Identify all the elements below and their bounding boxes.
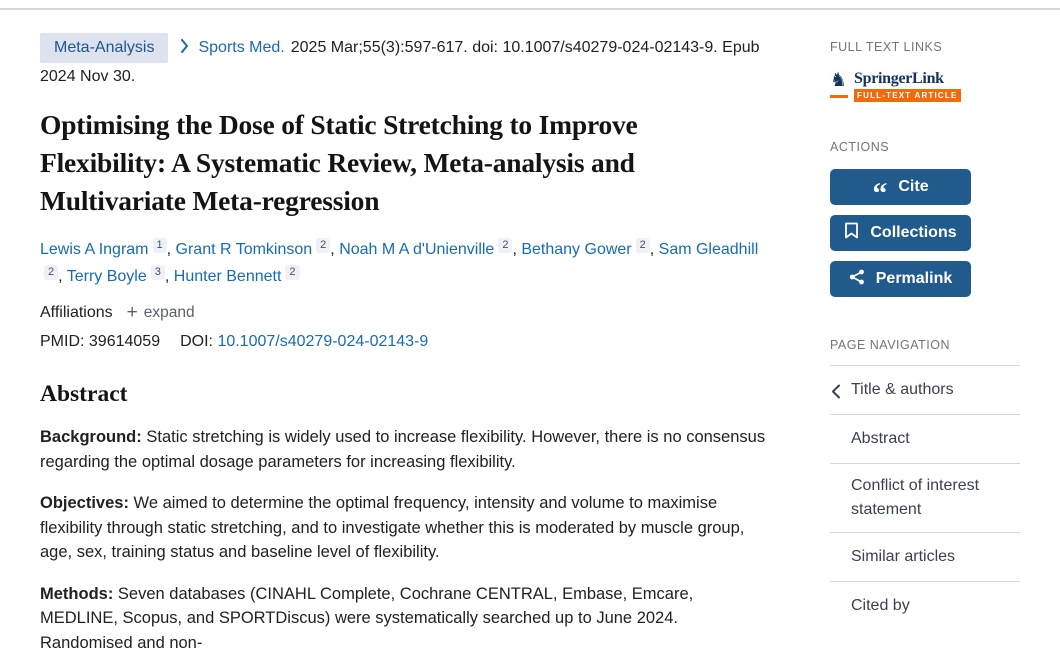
full-text-links-label: FULL TEXT LINKS: [830, 40, 1020, 54]
bookmark-icon: [844, 222, 859, 244]
doi-group: DOI: 10.1007/s40279-024-02143-9: [180, 333, 428, 350]
springerlink-full-text-button[interactable]: ♞ SpringerLink FULL-TEXT ARTICLE: [830, 70, 940, 102]
permalink-button-label: Permalink: [876, 270, 952, 288]
affiliations-row: Affiliations + expand: [40, 303, 770, 322]
paragraph-label: Objectives:: [40, 494, 129, 512]
author-link[interactable]: Bethany Gower: [521, 241, 631, 258]
pmid-value: 39614059: [89, 333, 160, 350]
author-link[interactable]: Lewis A Ingram: [40, 241, 149, 258]
header-bottom-border: [0, 8, 1060, 10]
nav-item-label: Title & authors: [851, 381, 954, 398]
affiliation-sup-link[interactable]: 2: [636, 238, 650, 253]
chevron-left-icon: [831, 383, 841, 407]
affiliation-sup-link[interactable]: 2: [285, 265, 299, 280]
page-navigation-list: Title & authors Abstract Conflict of int…: [830, 365, 1020, 630]
journal-link[interactable]: Sports Med.: [198, 39, 284, 56]
nav-item-label: Abstract: [851, 430, 910, 447]
affiliation-sup-link[interactable]: 1: [153, 238, 167, 253]
expand-affiliations-button[interactable]: + expand: [127, 303, 195, 322]
author-link[interactable]: Hunter Bennett: [174, 268, 282, 285]
springer-wordmark: SpringerLink: [854, 70, 961, 88]
quote-icon: “: [872, 189, 887, 199]
collections-button[interactable]: Collections: [830, 215, 971, 251]
author-link[interactable]: Noah M A d'Unienville: [339, 241, 494, 258]
nav-item-cited-by[interactable]: Cited by: [830, 581, 1020, 630]
expand-label: expand: [144, 304, 195, 322]
author-separator: ,: [330, 241, 339, 258]
springer-knight-icon: ♞: [830, 70, 854, 100]
nav-item-abstract[interactable]: Abstract: [830, 414, 1020, 463]
actions-label: ACTIONS: [830, 140, 1020, 154]
nav-item-similar-articles[interactable]: Similar articles: [830, 532, 1020, 581]
abstract-paragraph-objectives: Objectives: We aimed to determine the op…: [40, 491, 767, 565]
nav-item-label: Conflict of interest statement: [851, 477, 979, 518]
author-separator: ,: [650, 241, 659, 258]
paragraph-label: Background:: [40, 428, 142, 446]
identifiers-row: PMID: 39614059 DOI: 10.1007/s40279-024-02…: [40, 333, 770, 351]
author-separator: ,: [167, 241, 176, 258]
plus-icon: +: [127, 303, 138, 322]
affiliation-sup-link[interactable]: 2: [498, 238, 512, 253]
cite-button[interactable]: “ Cite: [830, 169, 971, 205]
abstract-paragraph-methods: Methods: Seven databases (CINAHL Complet…: [40, 582, 767, 655]
paragraph-text: Seven databases (CINAHL Complete, Cochra…: [40, 585, 693, 652]
author-separator: ,: [512, 241, 521, 258]
paragraph-text: Static stretching is widely used to incr…: [40, 428, 765, 471]
author-link[interactable]: Terry Boyle: [67, 268, 147, 285]
abstract-heading: Abstract: [40, 381, 770, 408]
publication-type-badge[interactable]: Meta-Analysis: [40, 33, 168, 63]
author-separator: ,: [165, 268, 174, 285]
paragraph-text: We aimed to determine the optimal freque…: [40, 494, 744, 561]
nav-item-label: Similar articles: [851, 548, 955, 565]
nav-item-conflict-of-interest[interactable]: Conflict of interest statement: [830, 463, 1020, 532]
chevron-right-icon: [180, 35, 189, 63]
pubmed-article-page: { "breadcrumb": { "badge": "Meta-Analysi…: [0, 0, 1060, 600]
author-link[interactable]: Grant R Tomkinson: [176, 241, 313, 258]
permalink-button[interactable]: Permalink: [830, 261, 971, 297]
affiliations-label: Affiliations: [40, 304, 113, 322]
doi-label: DOI:: [180, 333, 213, 350]
nav-item-title-authors[interactable]: Title & authors: [830, 365, 1020, 414]
doi-link[interactable]: 10.1007/s40279-024-02143-9: [217, 333, 428, 350]
pmid-label: PMID:: [40, 333, 84, 350]
collections-button-label: Collections: [870, 224, 956, 242]
affiliation-sup-link[interactable]: 3: [151, 265, 165, 280]
author-separator: ,: [58, 268, 67, 285]
cite-button-label: Cite: [898, 178, 928, 196]
pmid-group: PMID: 39614059: [40, 333, 160, 350]
page-navigation-label: PAGE NAVIGATION: [830, 338, 1020, 352]
affiliation-sup-link[interactable]: 2: [316, 238, 330, 253]
springer-full-text-banner: FULL-TEXT ARTICLE: [854, 89, 961, 102]
affiliation-sup-link[interactable]: 2: [44, 265, 58, 280]
page-title: Optimising the Dose of Static Stretching…: [40, 106, 770, 220]
abstract-paragraph-background: Background: Static stretching is widely …: [40, 425, 767, 474]
right-sidebar: FULL TEXT LINKS ♞ SpringerLink FULL-TEXT…: [830, 40, 1020, 630]
share-icon: [849, 269, 865, 290]
author-link[interactable]: Sam Gleadhill: [659, 241, 759, 258]
